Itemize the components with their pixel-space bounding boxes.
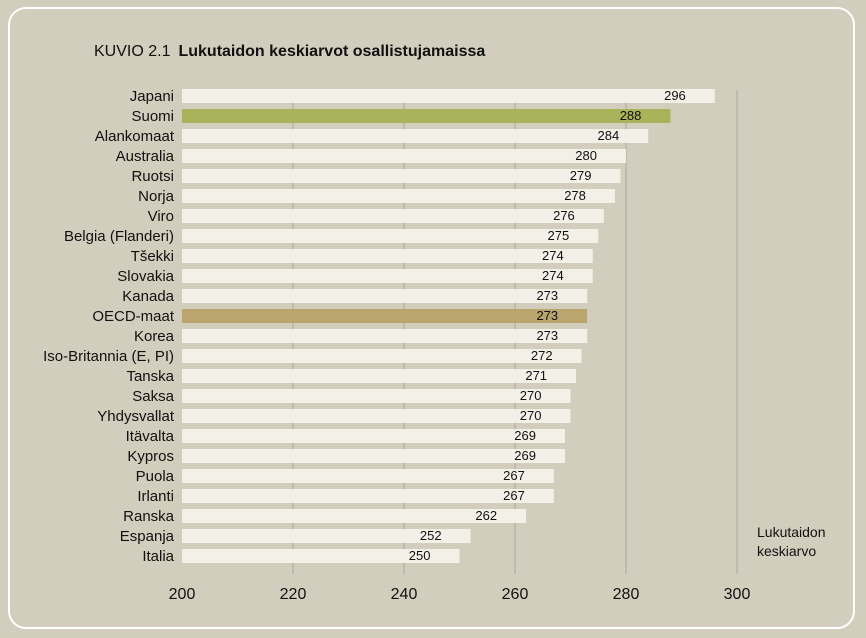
value-label: 278 (564, 188, 586, 203)
category-label: Norja (138, 188, 175, 205)
bar (182, 429, 565, 443)
figure-panel (8, 7, 855, 629)
value-label: 273 (536, 288, 558, 303)
category-label: Tanska (126, 368, 174, 385)
value-label: 296 (664, 88, 686, 103)
bar (182, 409, 571, 423)
value-label: 288 (620, 108, 642, 123)
bar (182, 369, 577, 383)
bar (182, 509, 527, 523)
value-label: 276 (553, 208, 575, 223)
bar (182, 309, 588, 323)
value-label: 271 (525, 368, 547, 383)
value-label: 284 (597, 128, 619, 143)
value-label: 274 (542, 268, 564, 283)
value-label: 270 (520, 388, 542, 403)
bar (182, 289, 588, 303)
category-label: Belgia (Flanderi) (64, 228, 174, 245)
category-label: Slovakia (117, 268, 174, 285)
category-label: Viro (148, 208, 174, 225)
value-label: 269 (514, 448, 536, 463)
value-label: 274 (542, 248, 564, 263)
category-label: Japani (130, 88, 174, 105)
bar (182, 329, 588, 343)
axis-note-line-2: keskiarvo (757, 543, 817, 559)
x-tick-label: 260 (502, 586, 529, 603)
axis-note-line-1: Lukutaidon (757, 524, 826, 540)
category-label: Tšekki (131, 248, 174, 265)
bar (182, 469, 554, 483)
figure-number: KUVIO 2.1 (94, 43, 171, 60)
category-label: OECD-maat (92, 308, 175, 325)
bar (182, 549, 460, 563)
x-tick-label: 200 (169, 586, 196, 603)
value-label: 275 (548, 228, 570, 243)
value-label: 262 (475, 508, 497, 523)
value-label: 270 (520, 408, 542, 423)
bar (182, 349, 582, 363)
bar (182, 489, 554, 503)
bar (182, 389, 571, 403)
value-label: 272 (531, 348, 553, 363)
bar (182, 249, 593, 263)
bar (182, 269, 593, 283)
category-label: Yhdysvallat (97, 408, 175, 425)
bar (182, 109, 671, 123)
category-label: Suomi (131, 108, 174, 125)
category-label: Irlanti (137, 488, 174, 505)
category-label: Iso-Britannia (E, PI) (43, 348, 174, 365)
bar (182, 229, 599, 243)
category-label: Kanada (122, 288, 174, 305)
value-label: 252 (420, 528, 442, 543)
bar (182, 449, 565, 463)
bar (182, 189, 615, 203)
value-label: 280 (575, 148, 597, 163)
bar (182, 169, 621, 183)
category-label: Korea (134, 328, 175, 345)
axis-note: Lukutaidon keskiarvo (757, 523, 826, 561)
category-label: Espanja (120, 528, 175, 545)
bar (182, 529, 471, 543)
category-label: Italia (142, 548, 174, 565)
bar (182, 209, 604, 223)
value-label: 279 (570, 168, 592, 183)
category-label: Itävalta (126, 428, 175, 445)
value-label: 273 (536, 308, 558, 323)
bar (182, 129, 649, 143)
figure-title: KUVIO 2.1 Lukutaidon keskiarvot osallistu… (94, 43, 485, 61)
x-tick-label: 220 (280, 586, 307, 603)
value-label: 267 (503, 468, 525, 483)
category-label: Australia (116, 148, 175, 165)
category-label: Kypros (127, 448, 174, 465)
x-tick-label: 300 (724, 586, 751, 603)
x-tick-label: 280 (613, 586, 640, 603)
category-label: Ranska (123, 508, 175, 525)
bar (182, 149, 626, 163)
bar (182, 89, 715, 103)
value-label: 267 (503, 488, 525, 503)
value-label: 250 (409, 548, 431, 563)
category-label: Alankomaat (95, 128, 175, 145)
category-label: Saksa (132, 388, 174, 405)
value-label: 269 (514, 428, 536, 443)
figure-title-text: Lukutaidon keskiarvot osallistujamaissa (178, 43, 486, 60)
category-label: Puola (136, 468, 175, 485)
x-tick-label: 240 (391, 586, 418, 603)
value-label: 273 (536, 328, 558, 343)
category-label: Ruotsi (131, 168, 174, 185)
